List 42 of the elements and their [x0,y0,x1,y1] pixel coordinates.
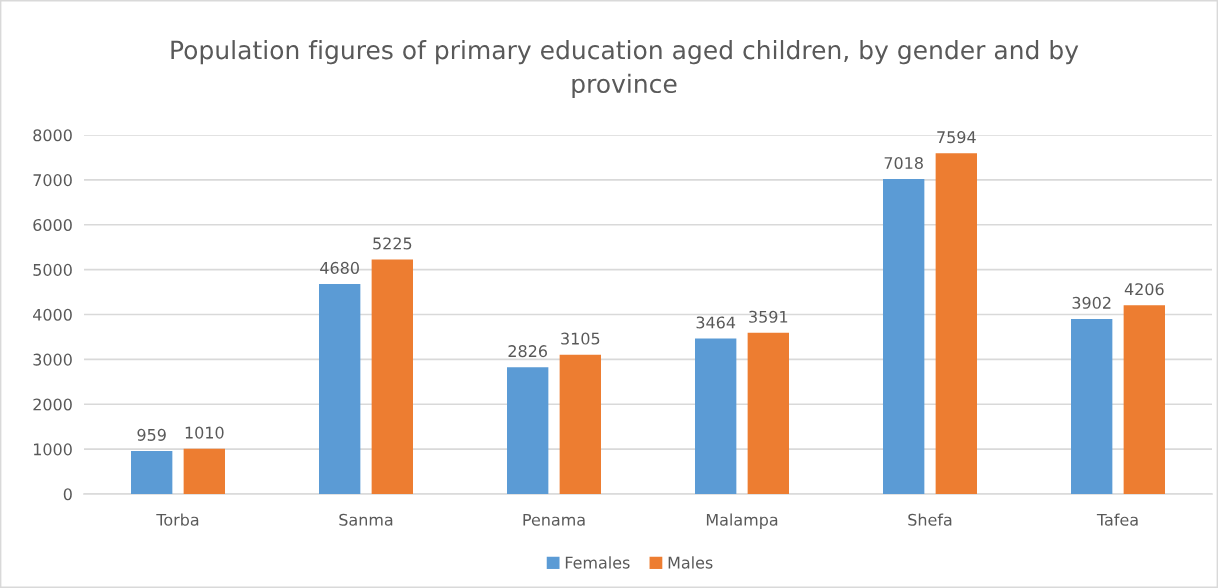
data-label: 1010 [185,426,224,439]
bar [559,354,601,494]
bar [1071,318,1113,494]
bar [747,332,789,494]
bar [883,179,925,494]
x-tick-label: Malampa [706,513,778,529]
data-label: 4206 [1124,283,1164,296]
y-tick-label: 5000 [33,263,72,276]
data-label: 3902 [1072,296,1111,309]
x-tick-label: Tafea [1096,513,1138,526]
y-tick-label: 3000 [33,353,72,366]
y-tick-label: 4000 [33,308,72,321]
y-tick-label: 0 [63,488,72,501]
bar [183,448,225,494]
data-label: 4680 [320,261,359,274]
legend-label: Females [565,556,630,569]
data-label: 5225 [373,237,412,250]
bar [371,259,413,494]
bar [507,367,549,494]
chart-title: Population figures of primary education aged children, by gender and by province [171,40,1079,98]
y-tick-label: 7000 [33,174,72,187]
data-label: 3591 [749,310,788,323]
y-tick-label: 8000 [33,129,72,142]
y-tick-label: 1000 [33,443,72,456]
x-tick-label: Shefa [908,513,952,526]
x-tick-label: Torba [156,513,199,526]
bar [695,338,737,494]
data-label: 2826 [508,345,547,358]
bar [319,283,361,494]
bar [131,450,173,494]
x-tick-label: Sanma [339,513,393,526]
y-tick-label: 6000 [33,218,72,232]
data-label: 959 [137,428,166,441]
data-label: 7594 [937,131,976,144]
y-tick-label: 2000 [33,398,72,411]
data-label: 3464 [696,316,736,329]
bar [1123,305,1165,494]
data-label: 7018 [884,156,923,170]
bar [935,153,977,494]
data-label: 3105 [561,332,600,345]
x-tick-label: Penama [523,513,585,526]
legend-label: Males [668,556,713,569]
